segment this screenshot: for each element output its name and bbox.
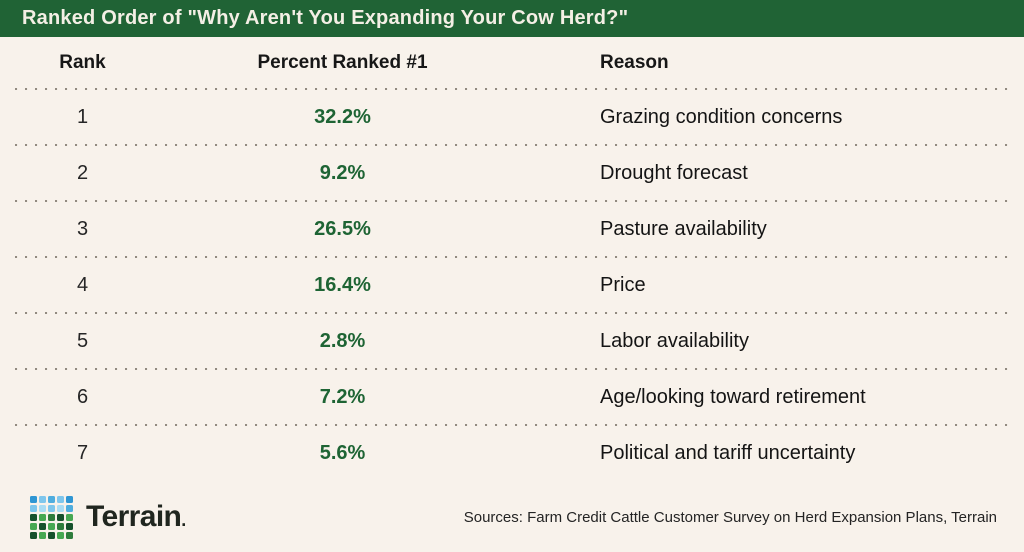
page-title: Ranked Order of "Why Aren't You Expandin… [22,7,629,29]
reason-value: Drought forecast [600,161,748,184]
dotted-separator [15,424,1010,426]
percent-value: 16.4% [314,273,371,296]
dotted-separator [15,368,1010,370]
percent-value: 26.5% [314,217,371,240]
column-header-percent: Percent Ranked #1 [257,51,428,73]
rank-value: 4 [76,273,89,296]
table-row: 1 32.2% Grazing condition concerns [0,90,1024,144]
column-header-reason: Reason [600,51,669,73]
rank-value: 3 [76,217,89,240]
percent-value: 7.2% [319,385,366,408]
percent-value: 32.2% [314,105,371,128]
reason-value: Grazing condition concerns [600,105,843,128]
table-header-row: Rank Percent Ranked #1 Reason [0,37,1024,88]
column-header-rank: Rank [59,51,106,73]
reason-value: Age/looking toward retirement [600,385,866,408]
rank-value: 6 [76,385,89,408]
rank-value: 1 [76,105,89,128]
percent-value: 5.6% [319,441,366,464]
reason-value: Labor availability [600,329,749,352]
footer: Terrain. Sources: Farm Credit Cattle Cus… [0,488,1024,552]
dotted-separator [15,256,1010,258]
table-row: 6 7.2% Age/looking toward retirement [0,370,1024,424]
rank-value: 5 [76,329,89,352]
reason-value: Political and tariff uncertainty [600,441,856,464]
title-bar: Ranked Order of "Why Aren't You Expandin… [0,0,1024,37]
terrain-logo-wordmark: Terrain. [86,500,186,533]
terrain-logo-grid-icon [30,495,73,539]
rank-value: 2 [76,161,89,184]
percent-value: 2.8% [319,329,366,352]
dotted-separator [15,200,1010,202]
reason-value: Pasture availability [600,217,767,240]
percent-value: 9.2% [319,161,366,184]
reason-value: Price [600,273,646,296]
dotted-separator [15,144,1010,146]
logo-period: . [181,510,186,530]
table-row: 5 2.8% Labor availability [0,314,1024,368]
dotted-separator [15,88,1010,90]
table-row: 2 9.2% Drought forecast [0,146,1024,200]
ranked-table: Rank Percent Ranked #1 Reason 1 32.2% Gr… [0,37,1024,480]
sources-text: Sources: Farm Credit Cattle Customer Sur… [463,508,997,526]
rank-value: 7 [76,441,89,464]
dotted-separator [15,312,1010,314]
table-row: 3 26.5% Pasture availability [0,202,1024,256]
table-row: 7 5.6% Political and tariff uncertainty [0,426,1024,480]
table-row: 4 16.4% Price [0,258,1024,312]
terrain-logo: Terrain. [30,495,186,539]
